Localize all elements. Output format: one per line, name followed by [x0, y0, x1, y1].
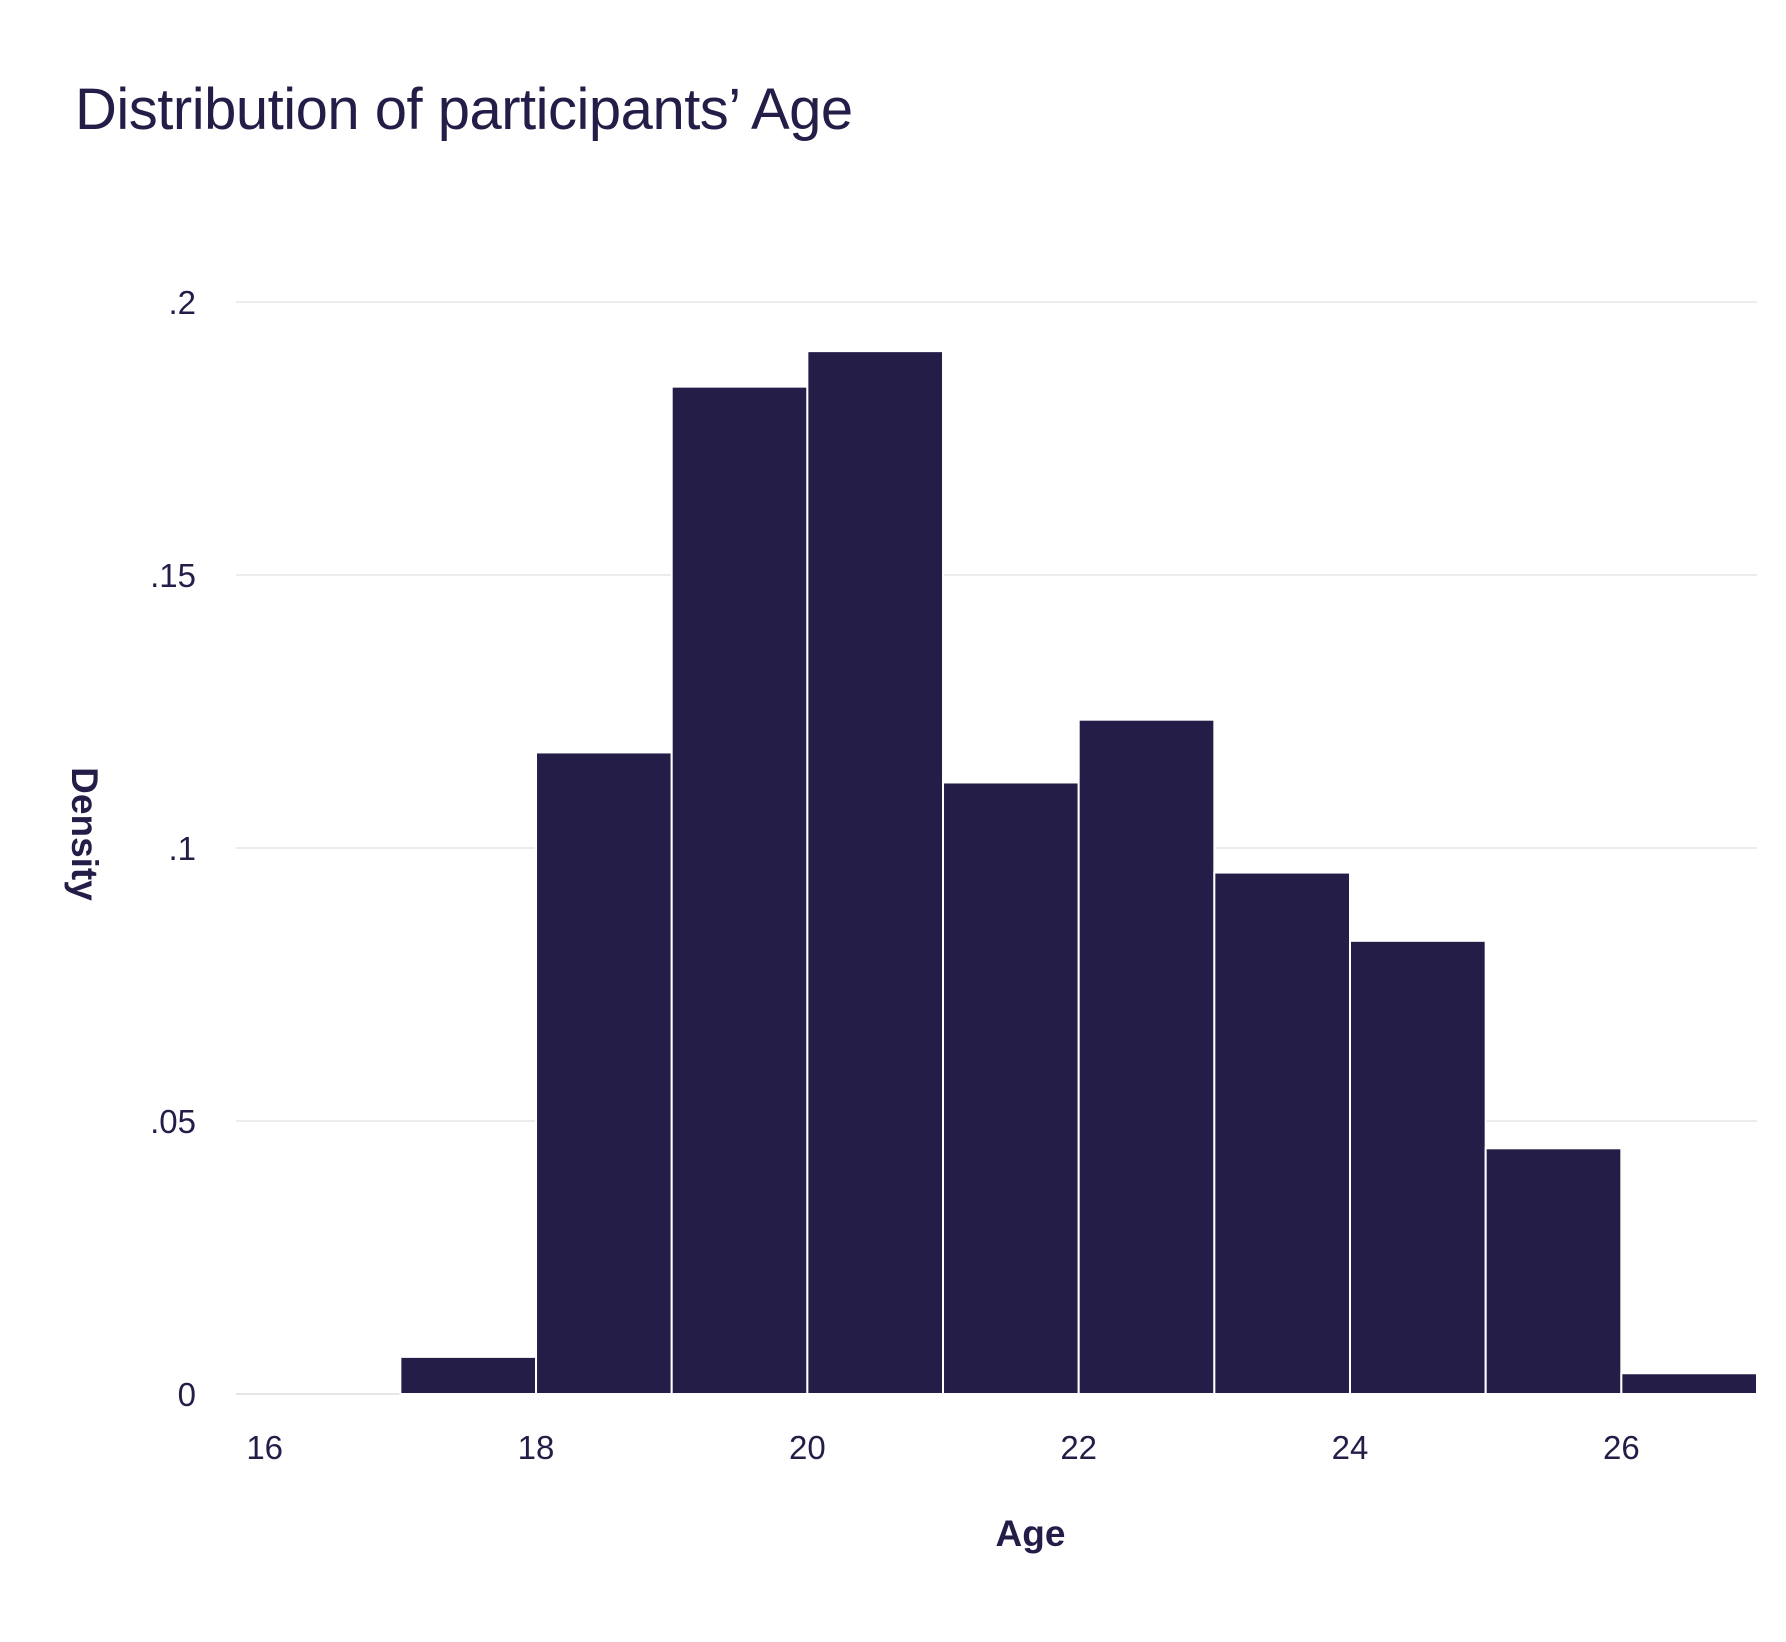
histogram-bar [535, 751, 673, 1395]
histogram-bar [806, 350, 945, 1395]
x-axis-ticks: 16 18 20 22 24 26 [246, 1429, 1639, 1466]
x-tick-label: 22 [1060, 1429, 1097, 1466]
histogram-bars [399, 350, 1759, 1396]
x-tick-label: 18 [518, 1429, 555, 1466]
x-tick-label: 16 [246, 1429, 283, 1466]
histogram-bar [1349, 939, 1487, 1395]
x-tick-label: 26 [1603, 1429, 1640, 1466]
y-tick-label: .05 [150, 1103, 196, 1140]
x-tick-label: 24 [1332, 1429, 1369, 1466]
histogram-bar [670, 385, 809, 1395]
y-axis-ticks: 0 .05 .1 .15 .2 [150, 284, 196, 1413]
histogram-bar [1213, 871, 1352, 1395]
y-tick-label: 0 [178, 1376, 196, 1413]
histogram-bar [1620, 1372, 1759, 1395]
histogram-bar [1077, 718, 1216, 1395]
y-axis-title: Density [64, 767, 105, 901]
chart-title: Distribution of participants’ Age [75, 77, 853, 142]
histogram-bar [942, 781, 1080, 1395]
x-tick-label: 20 [789, 1429, 826, 1466]
y-tick-label: .1 [168, 830, 196, 867]
y-tick-label: .2 [168, 284, 196, 321]
x-axis-title: Age [996, 1513, 1066, 1554]
histogram-bar [1484, 1147, 1623, 1396]
histogram-bar [399, 1355, 538, 1395]
y-tick-label: .15 [150, 557, 196, 594]
